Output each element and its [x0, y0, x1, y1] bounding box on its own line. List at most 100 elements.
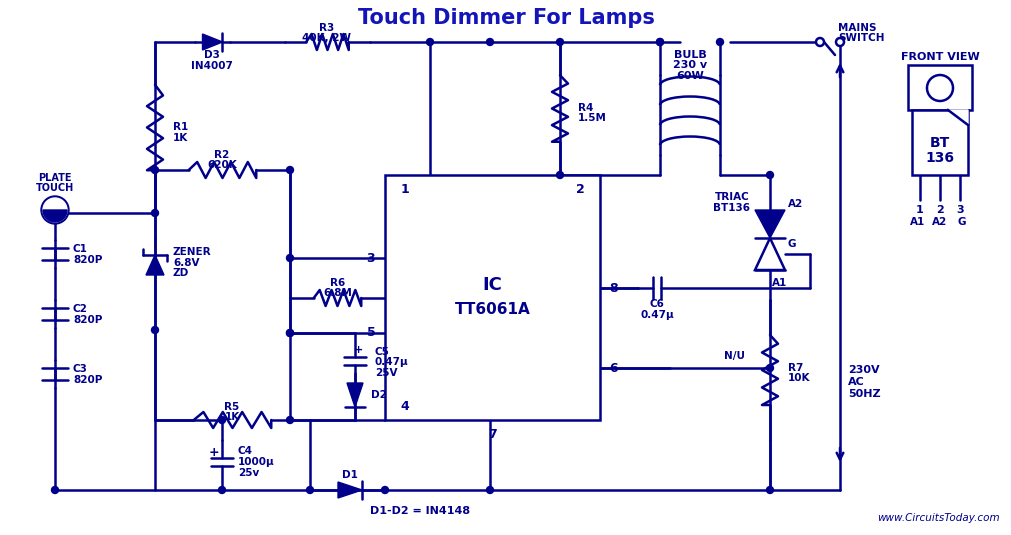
- Text: 10K: 10K: [788, 373, 810, 383]
- Text: 820P: 820P: [73, 375, 102, 385]
- Text: A1: A1: [771, 278, 787, 288]
- Text: 820P: 820P: [73, 255, 102, 265]
- Circle shape: [41, 196, 69, 224]
- Text: C4: C4: [238, 446, 253, 456]
- Text: 136: 136: [925, 151, 953, 165]
- Text: 60W: 60W: [675, 71, 704, 81]
- Circle shape: [286, 330, 293, 337]
- Bar: [911, 110, 968, 175]
- Text: 25V: 25V: [375, 368, 397, 378]
- Text: Touch Dimmer For Lamps: Touch Dimmer For Lamps: [357, 8, 654, 28]
- Text: 6: 6: [609, 362, 618, 374]
- Text: C5: C5: [375, 347, 389, 357]
- Text: www.CircuitsToday.com: www.CircuitsToday.com: [877, 513, 999, 523]
- Circle shape: [152, 210, 159, 217]
- Circle shape: [486, 39, 493, 45]
- Text: TOUCH: TOUCH: [35, 183, 74, 193]
- Circle shape: [218, 417, 225, 424]
- Text: 6.8V: 6.8V: [173, 258, 199, 268]
- Polygon shape: [338, 482, 362, 498]
- Text: 620K: 620K: [207, 160, 237, 170]
- Text: BULB: BULB: [673, 50, 706, 60]
- Text: FRONT VIEW: FRONT VIEW: [900, 52, 979, 62]
- Circle shape: [716, 39, 723, 45]
- Circle shape: [286, 417, 293, 424]
- Text: 8: 8: [609, 281, 618, 294]
- Text: 50HZ: 50HZ: [847, 389, 880, 399]
- Text: D1-D2 = IN4148: D1-D2 = IN4148: [370, 506, 469, 516]
- Text: 820P: 820P: [73, 315, 102, 325]
- Text: AC: AC: [847, 377, 863, 387]
- Circle shape: [152, 166, 159, 173]
- Text: R7: R7: [788, 363, 803, 373]
- Text: SWITCH: SWITCH: [837, 33, 884, 43]
- Text: 0.47μ: 0.47μ: [375, 357, 408, 367]
- Circle shape: [926, 75, 952, 101]
- Text: C3: C3: [73, 364, 88, 374]
- Text: 1: 1: [915, 205, 923, 215]
- Text: PLATE: PLATE: [38, 173, 72, 183]
- Circle shape: [286, 330, 293, 337]
- Text: A2: A2: [788, 199, 803, 209]
- Text: 1000μ: 1000μ: [238, 457, 274, 467]
- Polygon shape: [202, 34, 222, 50]
- Text: 6.8M: 6.8M: [324, 288, 352, 298]
- Circle shape: [218, 486, 225, 493]
- Text: 1.5M: 1.5M: [577, 113, 607, 123]
- Text: D1: D1: [342, 470, 358, 480]
- Text: TT6061A: TT6061A: [454, 302, 530, 317]
- Circle shape: [42, 198, 67, 222]
- Circle shape: [286, 255, 293, 262]
- Text: ZENER: ZENER: [173, 247, 211, 257]
- Text: C6: C6: [649, 299, 664, 309]
- Text: 230V: 230V: [847, 365, 879, 375]
- Circle shape: [52, 486, 59, 493]
- Text: BT136: BT136: [713, 203, 749, 213]
- Text: D3: D3: [204, 50, 219, 60]
- Text: A1: A1: [910, 217, 925, 227]
- Text: G: G: [956, 217, 966, 227]
- Text: R1: R1: [173, 122, 188, 132]
- Text: C2: C2: [73, 304, 88, 314]
- Text: 3: 3: [955, 205, 962, 215]
- Circle shape: [426, 39, 433, 45]
- Circle shape: [656, 39, 663, 45]
- Circle shape: [381, 486, 388, 493]
- Text: 1: 1: [400, 182, 409, 195]
- Circle shape: [556, 39, 563, 45]
- Text: 1K: 1K: [173, 133, 188, 143]
- Circle shape: [486, 486, 493, 493]
- Text: 0.47μ: 0.47μ: [640, 310, 673, 320]
- Wedge shape: [42, 210, 67, 222]
- Text: R4: R4: [577, 103, 592, 113]
- Circle shape: [656, 39, 663, 45]
- Text: +: +: [354, 345, 363, 355]
- Text: 3: 3: [366, 251, 375, 264]
- Circle shape: [152, 326, 159, 333]
- Circle shape: [815, 38, 823, 46]
- Text: D2: D2: [371, 390, 386, 400]
- Text: TRIAC: TRIAC: [715, 192, 749, 202]
- Text: MAINS: MAINS: [837, 23, 876, 33]
- Circle shape: [306, 486, 313, 493]
- Text: R5: R5: [224, 402, 240, 412]
- Circle shape: [765, 172, 772, 179]
- Text: BT: BT: [929, 136, 949, 150]
- Circle shape: [286, 166, 293, 173]
- Text: 1K: 1K: [224, 412, 240, 422]
- Bar: [384, 175, 600, 420]
- Text: ZD: ZD: [173, 268, 189, 278]
- Text: R3: R3: [319, 23, 335, 33]
- Circle shape: [556, 172, 563, 179]
- Text: 2: 2: [935, 205, 943, 215]
- Text: R6: R6: [330, 278, 346, 288]
- Polygon shape: [347, 383, 363, 407]
- Text: 5: 5: [366, 326, 375, 340]
- Text: A2: A2: [931, 217, 946, 227]
- Text: IN4007: IN4007: [191, 61, 233, 71]
- Text: 2: 2: [575, 182, 583, 195]
- Circle shape: [765, 486, 772, 493]
- Circle shape: [835, 38, 843, 46]
- Text: C1: C1: [73, 244, 88, 254]
- Text: 7: 7: [487, 429, 496, 441]
